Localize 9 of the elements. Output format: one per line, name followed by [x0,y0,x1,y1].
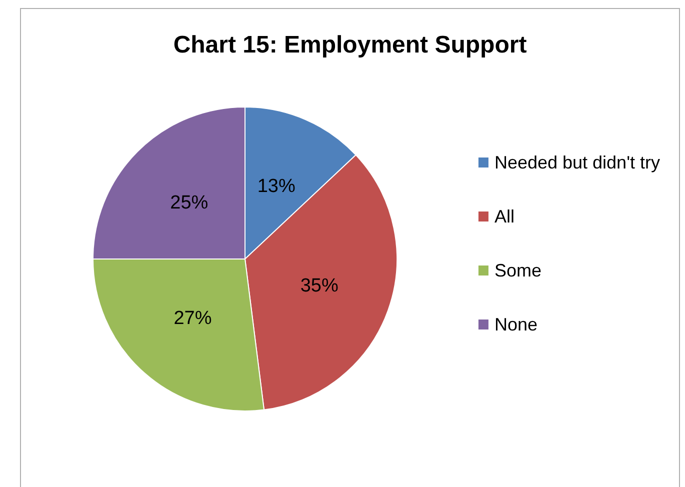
legend-label: All [494,206,514,226]
legend-label: Needed but didn't try [494,152,660,172]
chart-title: Chart 15: Employment Support [173,32,527,58]
data-label: 25% [170,192,208,214]
legend-label: Some [494,260,542,280]
data-label: 35% [300,275,338,296]
legend-label: None [494,314,538,334]
data-label: 13% [257,176,296,197]
data-label: 27% [174,308,212,329]
